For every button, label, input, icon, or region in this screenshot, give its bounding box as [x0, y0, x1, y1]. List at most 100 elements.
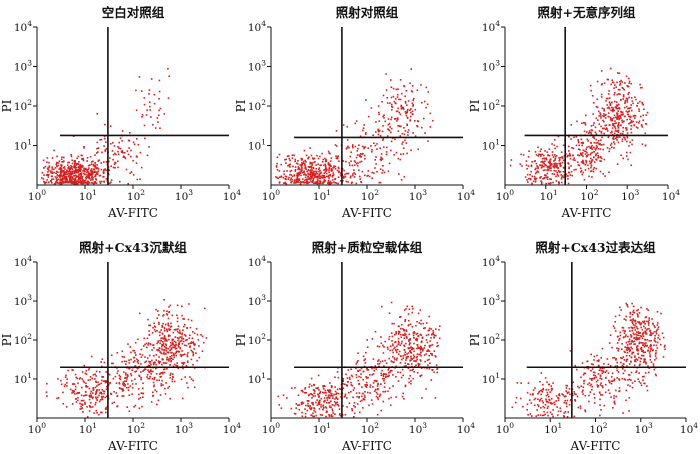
data-point: [533, 404, 536, 407]
data-point: [317, 374, 320, 377]
data-point: [635, 347, 638, 349]
data-point: [297, 168, 299, 171]
data-point: [399, 371, 402, 374]
data-point: [185, 344, 188, 347]
data-point: [652, 363, 655, 365]
data-point: [362, 355, 365, 358]
data-point: [122, 384, 125, 387]
data-point: [317, 163, 319, 165]
data-point: [657, 328, 659, 330]
data-point: [336, 156, 339, 158]
data-point: [629, 313, 632, 315]
data-point: [180, 378, 183, 381]
data-point: [125, 363, 127, 365]
data-point: [577, 164, 580, 166]
data-point: [596, 152, 599, 154]
data-point: [416, 355, 418, 358]
data-point: [584, 410, 587, 413]
data-point: [623, 363, 625, 365]
data-point: [51, 182, 53, 184]
data-point: [285, 176, 288, 178]
data-point: [94, 171, 96, 174]
data-point: [619, 81, 621, 83]
data-point: [619, 132, 622, 135]
data-point: [129, 172, 131, 174]
data-point: [629, 106, 632, 109]
data-point: [131, 387, 134, 389]
data-point: [128, 147, 130, 149]
data-point: [189, 346, 191, 349]
data-point: [337, 398, 339, 400]
data-point: [45, 174, 48, 176]
data-point: [628, 91, 630, 94]
data-point: [363, 146, 365, 149]
data-point: [636, 309, 638, 312]
data-point: [56, 161, 58, 164]
data-point: [357, 352, 359, 354]
data-point: [357, 162, 359, 164]
data-point: [117, 146, 119, 148]
data-point: [68, 170, 71, 173]
data-point: [608, 150, 610, 153]
data-point: [346, 406, 348, 408]
data-point: [580, 385, 582, 387]
data-point: [362, 378, 364, 381]
data-point: [115, 382, 118, 384]
data-point: [429, 362, 431, 364]
data-point: [392, 355, 394, 358]
data-point: [306, 180, 308, 182]
data-point: [570, 170, 573, 173]
data-point: [297, 394, 300, 396]
data-point: [608, 379, 610, 382]
data-point: [170, 344, 172, 347]
data-point: [374, 379, 377, 382]
data-point: [94, 174, 97, 177]
data-point: [183, 340, 185, 343]
data-point: [622, 327, 625, 329]
data-point: [617, 110, 619, 112]
data-point: [607, 363, 610, 366]
data-point: [582, 373, 585, 376]
data-point: [630, 336, 632, 338]
data-point: [621, 343, 623, 345]
data-point: [638, 122, 640, 124]
data-point: [351, 173, 354, 175]
data-point: [396, 357, 398, 359]
data-point: [391, 361, 393, 363]
data-point: [581, 362, 584, 364]
x-tick-label: 100: [28, 421, 46, 436]
data-point: [628, 77, 630, 80]
data-point: [301, 158, 303, 160]
data-point: [90, 402, 92, 404]
data-point: [118, 382, 121, 384]
data-point: [124, 157, 127, 160]
data-point: [547, 182, 550, 185]
data-point: [121, 395, 123, 397]
data-point: [641, 101, 643, 104]
data-point: [109, 182, 111, 184]
data-point: [388, 335, 391, 338]
data-point: [654, 334, 656, 337]
data-point: [115, 392, 118, 394]
data-point: [105, 411, 107, 414]
data-point: [559, 170, 562, 173]
data-point: [616, 365, 619, 367]
y-tick-label: 102: [248, 98, 266, 113]
data-point: [362, 129, 364, 132]
data-point: [92, 173, 94, 175]
data-point: [595, 144, 598, 147]
data-point: [318, 395, 320, 397]
data-point: [617, 88, 620, 91]
data-point: [176, 365, 179, 367]
data-point: [524, 176, 527, 178]
data-point: [622, 98, 624, 100]
data-point: [629, 116, 632, 118]
data-point: [157, 361, 160, 363]
data-point: [618, 89, 621, 91]
data-point: [529, 393, 532, 396]
data-point: [352, 174, 354, 177]
data-point: [628, 96, 630, 99]
data-point: [327, 179, 330, 182]
data-point: [413, 371, 415, 373]
data-point: [316, 181, 319, 183]
